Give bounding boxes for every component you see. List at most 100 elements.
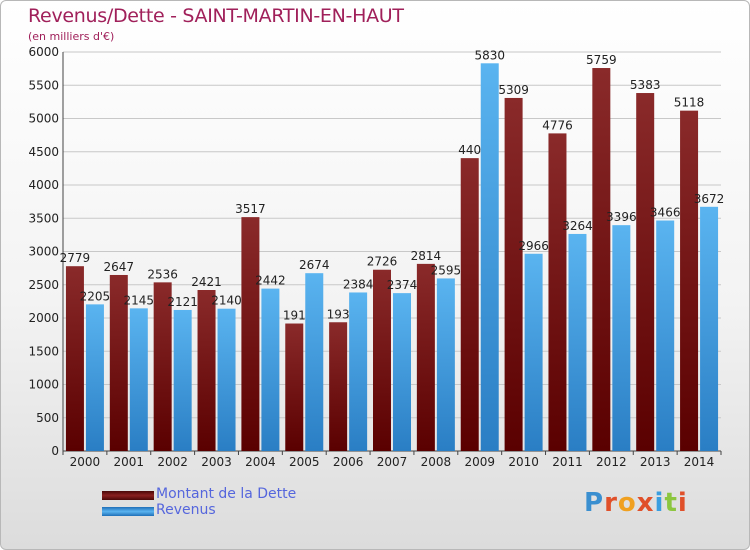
chart-subtitle: (en milliers d'€) — [28, 30, 115, 43]
bar-debt — [504, 97, 523, 451]
y-tick-label: 5000 — [28, 112, 59, 126]
data-label-revenue: 3264 — [562, 219, 593, 233]
x-tick-label: 2004 — [245, 455, 276, 469]
x-tick-label: 2013 — [640, 455, 671, 469]
y-tick-label: 0 — [51, 444, 59, 458]
y-tick-label: 1500 — [28, 344, 59, 358]
data-label-revenue: 2205 — [80, 289, 111, 303]
legend-swatch-debt — [102, 491, 154, 500]
bar-revenue — [305, 273, 324, 451]
bar-debt — [373, 269, 391, 451]
x-tick-label: 2012 — [596, 455, 627, 469]
y-tick-label: 4500 — [28, 145, 59, 159]
bar-debt — [197, 290, 216, 451]
bar-revenue — [217, 308, 236, 451]
data-label-debt: 2536 — [147, 267, 178, 281]
data-label-debt: 2726 — [367, 255, 398, 269]
bar-revenue — [700, 206, 719, 451]
x-tick-label: 2006 — [333, 455, 364, 469]
bar-debt — [680, 110, 699, 451]
bar-revenue — [612, 225, 631, 451]
chart-title: Revenus/Dette - SAINT-MARTIN-EN-HAUT — [28, 5, 404, 27]
logo-letter: x — [636, 488, 655, 518]
data-label-debt: 5759 — [586, 53, 617, 67]
bar-debt — [548, 133, 567, 451]
y-tick-label: 3000 — [28, 245, 59, 259]
bar-revenue — [129, 308, 148, 451]
x-tick-label: 2000 — [70, 455, 101, 469]
bar-revenue — [568, 233, 587, 451]
data-label-debt: 5309 — [498, 83, 529, 97]
data-label-revenue: 2966 — [518, 239, 549, 253]
data-label-debt: 5118 — [674, 96, 705, 110]
bar-debt — [636, 93, 655, 451]
data-label-revenue: 2121 — [167, 295, 198, 309]
bar-debt — [109, 274, 128, 451]
data-label-debt: 191 — [283, 309, 306, 323]
y-tick-label: 500 — [36, 411, 59, 425]
bar-debt — [592, 68, 611, 452]
bar-revenue — [656, 220, 675, 451]
bar-debt — [153, 282, 172, 451]
bar-debt — [65, 266, 84, 451]
logo-letter: P — [584, 488, 605, 518]
data-label-revenue: 3396 — [606, 210, 637, 224]
bar-debt — [285, 323, 304, 451]
data-label-revenue: 3672 — [694, 192, 725, 206]
logo-letter: o — [617, 488, 637, 518]
y-tick-label: 2000 — [28, 311, 59, 325]
legend-swatch-revenue — [102, 507, 154, 516]
bar-revenue — [524, 253, 543, 451]
data-label-revenue: 2140 — [211, 294, 242, 308]
x-tick-label: 2001 — [114, 455, 145, 469]
data-label-revenue: 2145 — [124, 293, 155, 307]
x-tick-label: 2010 — [508, 455, 539, 469]
bar-revenue — [436, 278, 455, 451]
x-tick-label: 2003 — [201, 455, 232, 469]
bar-revenue — [349, 292, 368, 451]
x-tick-label: 2009 — [464, 455, 495, 469]
data-label-debt: 440 — [458, 143, 481, 157]
logo-letter: i — [677, 488, 688, 518]
y-tick-label: 1000 — [28, 378, 59, 392]
data-label-debt: 2814 — [411, 249, 442, 263]
logo-letter: t — [664, 488, 678, 518]
x-tick-label: 2008 — [421, 455, 452, 469]
data-label-revenue: 2442 — [255, 274, 286, 288]
y-tick-label: 2500 — [28, 278, 59, 292]
bar-debt — [460, 158, 479, 451]
data-label-debt: 193 — [327, 307, 350, 321]
data-label-debt: 4776 — [542, 118, 573, 132]
bar-revenue — [261, 288, 280, 451]
logo-letter: r — [604, 488, 618, 518]
data-label-revenue: 2374 — [387, 278, 418, 292]
proxiti-logo: Proxiti — [584, 488, 688, 518]
bar-revenue — [173, 309, 192, 451]
bar-revenue — [393, 293, 411, 451]
bar-debt — [329, 322, 348, 451]
data-label-revenue: 2674 — [299, 258, 330, 272]
y-tick-label: 4000 — [28, 178, 59, 192]
bar-revenue — [85, 304, 104, 451]
x-tick-label: 2002 — [157, 455, 188, 469]
legend-label-revenue: Revenus — [156, 502, 216, 518]
y-tick-label: 5500 — [28, 78, 59, 92]
y-tick-label: 6000 — [28, 45, 59, 59]
data-label-revenue: 3466 — [650, 206, 681, 220]
x-tick-label: 2011 — [552, 455, 583, 469]
data-label-debt: 3517 — [235, 202, 266, 216]
data-label-debt: 2647 — [104, 260, 135, 274]
logo-letter: i — [654, 488, 665, 518]
legend-label-debt: Montant de la Dette — [156, 486, 297, 502]
x-tick-label: 2005 — [289, 455, 320, 469]
data-label-revenue: 2384 — [343, 277, 374, 291]
y-tick-label: 3500 — [28, 211, 59, 225]
bar-debt — [241, 217, 260, 451]
x-tick-label: 2014 — [684, 455, 715, 469]
bar-debt — [416, 263, 435, 451]
data-label-debt: 5383 — [630, 78, 661, 92]
data-label-revenue: 5830 — [474, 48, 505, 62]
x-tick-label: 2007 — [377, 455, 408, 469]
